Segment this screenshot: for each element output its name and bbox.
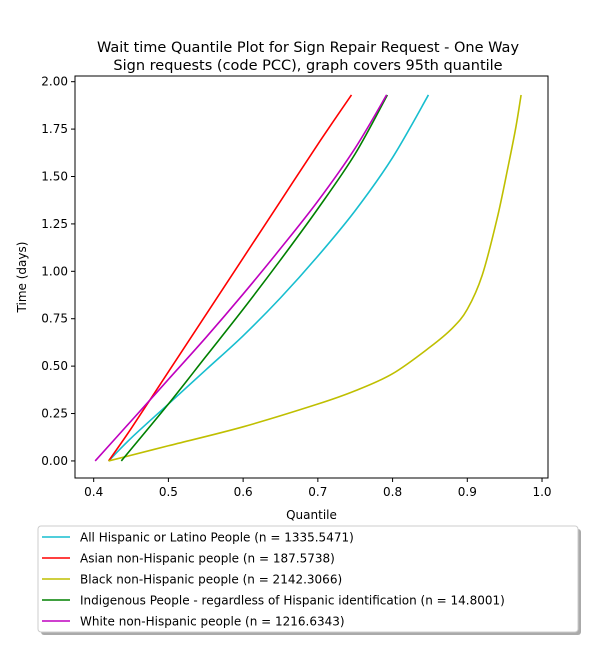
- y-tick-label: 1.00: [41, 264, 68, 278]
- x-axis-label: Quantile: [286, 508, 337, 522]
- plot-frame: [74, 75, 549, 479]
- legend-label: Asian non-Hispanic people (n = 187.5738): [80, 552, 335, 566]
- legend-label: White non-Hispanic people (n = 1216.6343…: [80, 615, 345, 629]
- y-tick-label: 0.50: [41, 359, 68, 373]
- legend: All Hispanic or Latino People (n = 1335.…: [37, 525, 581, 635]
- series-line: [108, 94, 430, 462]
- series-line: [108, 94, 522, 462]
- y-axis: 0.00 0.25 0.50 0.75 1.00 1.25 1.50 1.75 2.00: [41, 75, 75, 468]
- legend-label: All Hispanic or Latino People (n = 1335.…: [80, 531, 354, 545]
- x-tick-label: 0.8: [383, 485, 402, 499]
- series-line: [107, 94, 353, 462]
- x-tick-label: 1.0: [532, 485, 551, 499]
- y-tick-label: 2.00: [41, 75, 68, 89]
- y-tick-label: 0.25: [41, 407, 68, 421]
- chart-title: Wait time Quantile Plot for Sign Repair …: [97, 40, 519, 74]
- x-tick-label: 0.9: [458, 485, 477, 499]
- y-axis-label: Time (days): [15, 242, 29, 314]
- legend-label: Indigenous People - regardless of Hispan…: [80, 594, 505, 608]
- legend-box: [37, 525, 579, 633]
- y-tick-label: 1.75: [41, 122, 68, 136]
- x-tick-label: 0.6: [234, 485, 253, 499]
- series-lines: [94, 94, 522, 462]
- y-tick-label: 1.50: [41, 170, 68, 184]
- y-tick-label: 0.00: [41, 454, 68, 468]
- x-tick-label: 0.7: [308, 485, 327, 499]
- chart-title-line: Sign requests (code PCC), graph covers 9…: [113, 58, 502, 74]
- x-tick-label: 0.5: [159, 485, 178, 499]
- x-axis: 0.4 0.5 0.6 0.7 0.8 0.9 1.0: [84, 478, 552, 499]
- series-line: [94, 94, 388, 462]
- series-line: [120, 94, 389, 462]
- y-tick-label: 1.25: [41, 217, 68, 231]
- chart-title-line: Wait time Quantile Plot for Sign Repair …: [97, 40, 519, 56]
- y-tick-label: 0.75: [41, 312, 68, 326]
- legend-label: Black non-Hispanic people (n = 2142.3066…: [80, 573, 342, 587]
- plot-area: [74, 75, 549, 479]
- x-tick-label: 0.4: [84, 485, 103, 499]
